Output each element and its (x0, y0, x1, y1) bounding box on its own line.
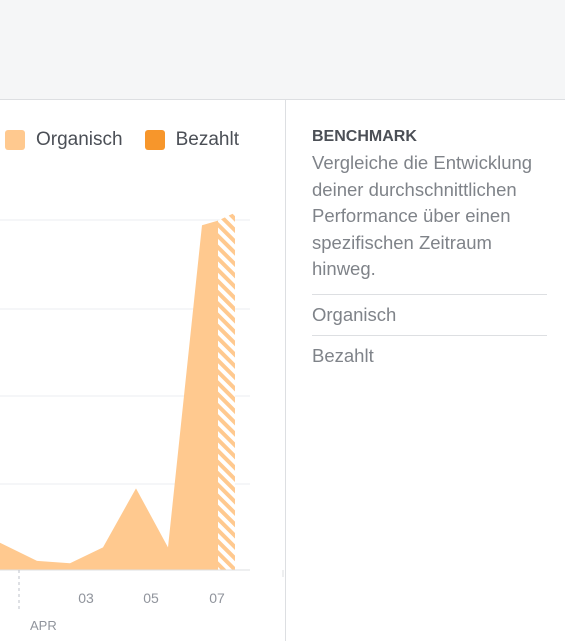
series-area-organic (0, 220, 218, 570)
benchmark-description: Vergleiche die Entwicklung deiner durchs… (312, 152, 533, 279)
panel-divider (285, 100, 286, 641)
series-area-organic-partial (218, 212, 235, 570)
x-tick-label-1: 05 (143, 590, 159, 606)
x-tick-label-0: 03 (78, 590, 94, 606)
benchmark-options: Organisch Bezahlt (312, 293, 547, 376)
benchmark-title: BENCHMARK (312, 128, 417, 145)
legend-label-paid: Bezahlt (175, 129, 239, 150)
performance-chart: 03 05 07 APR (0, 212, 284, 633)
month-label: APR (30, 618, 57, 633)
legend-label-organic: Organisch (36, 129, 123, 150)
benchmark-panel: BENCHMARK Vergleiche die Entwicklung dei… (312, 128, 547, 376)
chart-legend: Organisch Bezahlt (5, 129, 261, 151)
top-bar (0, 0, 565, 100)
legend-item-organic[interactable]: Organisch (5, 129, 123, 151)
x-tick-label-2: 07 (209, 590, 225, 606)
benchmark-option-paid[interactable]: Bezahlt (312, 344, 374, 366)
legend-swatch-paid (144, 130, 165, 150)
legend-item-paid[interactable]: Bezahlt (144, 129, 239, 151)
benchmark-option-organic[interactable]: Organisch (312, 295, 547, 336)
legend-swatch-organic (5, 130, 25, 150)
